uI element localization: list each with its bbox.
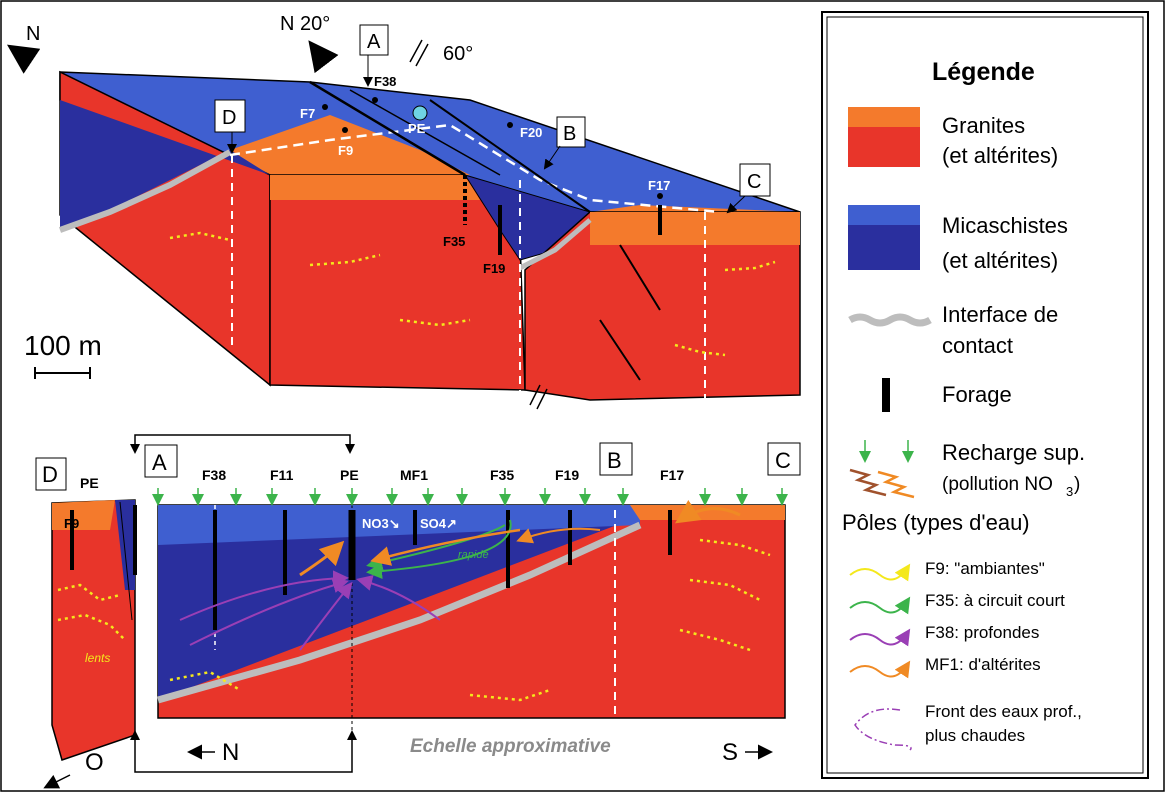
svg-text:(et altérites): (et altérites) bbox=[942, 143, 1058, 168]
section-well-pe: PE bbox=[340, 467, 359, 483]
legend-forage: Forage bbox=[882, 378, 1012, 412]
scale-bar-label: 100 m bbox=[24, 330, 102, 361]
section-point-d: D bbox=[35, 457, 67, 491]
section-well-f38: F38 bbox=[202, 467, 226, 483]
scale-note: Echelle approximative bbox=[410, 736, 611, 757]
block-well-f38: F38 bbox=[374, 74, 396, 89]
svg-text:plus chaudes: plus chaudes bbox=[925, 726, 1025, 745]
d-panel-well-f9: F9 bbox=[64, 516, 79, 531]
legend-pole-f38: F38: profondes bbox=[849, 623, 1039, 647]
svg-text:F35: à circuit court: F35: à circuit court bbox=[925, 591, 1065, 610]
block-point-d: D bbox=[214, 99, 246, 154]
legend-title: Légende bbox=[932, 58, 1035, 86]
legend-interface: Interface de contact bbox=[848, 302, 1058, 358]
svg-text:Micaschistes: Micaschistes bbox=[942, 213, 1068, 238]
section-point-b: B bbox=[599, 442, 633, 476]
legend-front: Front des eaux prof., plus chaudes bbox=[854, 702, 1082, 751]
block-diagram: N N 20° 60° A B C D F7 F9 F38 bbox=[7, 13, 801, 410]
legend-granites: Granites (et altérites) bbox=[848, 107, 1058, 168]
svg-text:A: A bbox=[152, 450, 167, 475]
block-well-f17: F17 bbox=[648, 178, 670, 193]
section-north-label: N bbox=[222, 739, 239, 766]
cross-section: A B C D F38 F11 PE MF1 F35 F19 F17 NO3↘ … bbox=[35, 434, 801, 789]
compass-north-20-label: N 20° bbox=[280, 13, 330, 35]
no3-label: NO3↘ bbox=[362, 516, 400, 531]
svg-text:3: 3 bbox=[1066, 484, 1073, 499]
svg-text:B: B bbox=[607, 448, 622, 473]
section-point-a: A bbox=[144, 444, 178, 478]
block-well-f9: F9 bbox=[338, 143, 353, 158]
svg-text:(pollution NO: (pollution NO bbox=[942, 474, 1053, 495]
svg-text:D: D bbox=[42, 462, 58, 487]
svg-text:B: B bbox=[563, 123, 576, 145]
legend-recharge: Recharge sup. (pollution NO 3 ) bbox=[849, 440, 1085, 499]
fault-dip-label: 60° bbox=[443, 43, 473, 65]
west-label: O bbox=[85, 749, 104, 776]
scale-bar bbox=[34, 367, 91, 379]
svg-text:): ) bbox=[1074, 474, 1080, 495]
block-well-f20: F20 bbox=[520, 125, 542, 140]
so4-label: SO4↗ bbox=[420, 516, 457, 531]
svg-text:(et altérites): (et altérites) bbox=[942, 248, 1058, 273]
section-well-f17: F17 bbox=[660, 467, 684, 483]
section-well-f35: F35 bbox=[490, 467, 514, 483]
section-south-label: S bbox=[722, 739, 738, 766]
lents-label: lents bbox=[85, 651, 110, 665]
svg-text:contact: contact bbox=[942, 333, 1013, 358]
svg-text:Forage: Forage bbox=[942, 382, 1012, 407]
block-well-f7: F7 bbox=[300, 106, 315, 121]
legend-pole-mf1: MF1: d'altérites bbox=[849, 655, 1041, 679]
block-point-b: B bbox=[543, 116, 586, 170]
block-well-f35: F35 bbox=[443, 234, 465, 249]
svg-text:A: A bbox=[367, 31, 381, 53]
svg-text:Front des eaux prof.,: Front des eaux prof., bbox=[925, 702, 1082, 721]
svg-text:C: C bbox=[775, 448, 791, 473]
legend-pole-f35: F35: à circuit court bbox=[849, 591, 1065, 615]
svg-text:Recharge sup.: Recharge sup. bbox=[942, 440, 1085, 465]
block-point-a: A bbox=[359, 24, 389, 87]
legend-pole-f9: F9: "ambiantes" bbox=[849, 559, 1045, 582]
legend: Légende Granites (et altérites) Micaschi… bbox=[821, 11, 1149, 779]
block-well-f19: F19 bbox=[483, 261, 505, 276]
svg-text:F9: "ambiantes": F9: "ambiantes" bbox=[925, 559, 1045, 578]
svg-text:MF1: d'altérites: MF1: d'altérites bbox=[925, 655, 1041, 674]
legend-poles-title: Pôles (types d'eau) bbox=[842, 510, 1030, 535]
svg-text:Granites: Granites bbox=[942, 113, 1025, 138]
section-point-c: C bbox=[767, 442, 801, 476]
svg-text:C: C bbox=[747, 171, 761, 193]
section-well-f19: F19 bbox=[555, 467, 579, 483]
svg-text:D: D bbox=[222, 107, 236, 129]
d-panel: PE F9 lents bbox=[51, 475, 137, 761]
legend-micaschistes: Micaschistes (et altérites) bbox=[848, 205, 1068, 273]
rapide-label: rapide bbox=[458, 549, 489, 561]
block-pe-label: PE bbox=[408, 121, 426, 136]
d-panel-pe-label: PE bbox=[80, 475, 99, 491]
block-point-c: C bbox=[726, 163, 771, 214]
section-well-f11: F11 bbox=[270, 467, 294, 483]
svg-text:F38: profondes: F38: profondes bbox=[925, 623, 1039, 642]
svg-text:Interface de: Interface de bbox=[942, 302, 1058, 327]
section-well-mf1: MF1 bbox=[400, 467, 428, 483]
compass-north-label: N bbox=[26, 23, 40, 45]
